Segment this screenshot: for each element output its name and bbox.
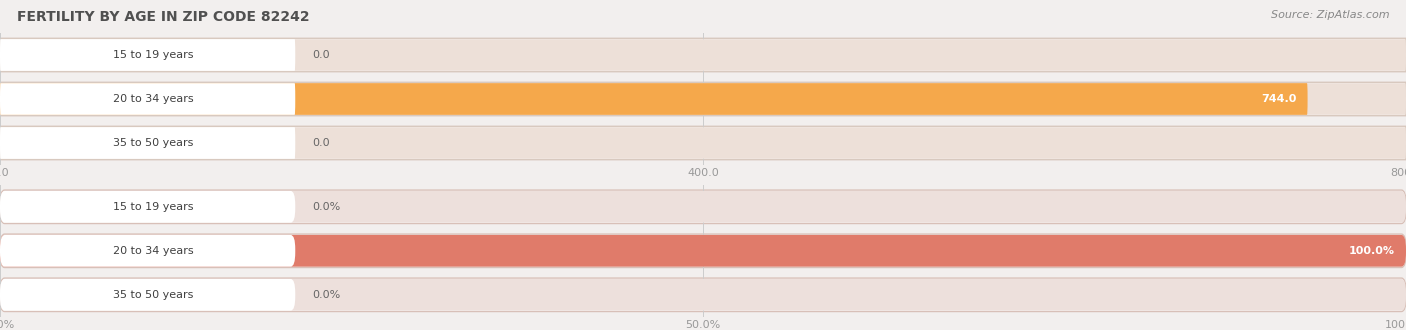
FancyBboxPatch shape — [0, 83, 1308, 115]
FancyBboxPatch shape — [0, 39, 295, 71]
FancyBboxPatch shape — [0, 127, 295, 159]
Text: FERTILITY BY AGE IN ZIP CODE 82242: FERTILITY BY AGE IN ZIP CODE 82242 — [17, 10, 309, 24]
FancyBboxPatch shape — [0, 83, 295, 115]
FancyBboxPatch shape — [0, 39, 1406, 71]
FancyBboxPatch shape — [0, 190, 1406, 223]
FancyBboxPatch shape — [0, 191, 1406, 223]
Text: 0.0%: 0.0% — [312, 290, 340, 300]
Text: 20 to 34 years: 20 to 34 years — [114, 246, 194, 256]
Text: 100.0%: 100.0% — [1348, 246, 1395, 256]
FancyBboxPatch shape — [0, 234, 1406, 268]
Text: 0.0: 0.0 — [312, 138, 330, 148]
Text: 15 to 19 years: 15 to 19 years — [114, 50, 194, 60]
FancyBboxPatch shape — [0, 38, 1406, 72]
FancyBboxPatch shape — [0, 235, 295, 267]
FancyBboxPatch shape — [0, 278, 1406, 312]
Text: 744.0: 744.0 — [1261, 94, 1296, 104]
FancyBboxPatch shape — [0, 127, 1406, 159]
FancyBboxPatch shape — [0, 126, 1406, 160]
Text: 0.0%: 0.0% — [312, 202, 340, 212]
Text: 35 to 50 years: 35 to 50 years — [114, 138, 194, 148]
FancyBboxPatch shape — [0, 83, 1406, 115]
FancyBboxPatch shape — [0, 82, 1406, 116]
Text: Source: ZipAtlas.com: Source: ZipAtlas.com — [1271, 10, 1389, 20]
Text: 35 to 50 years: 35 to 50 years — [114, 290, 194, 300]
FancyBboxPatch shape — [0, 235, 1406, 267]
FancyBboxPatch shape — [0, 279, 1406, 311]
FancyBboxPatch shape — [0, 279, 295, 311]
Text: 0.0: 0.0 — [312, 50, 330, 60]
Text: 20 to 34 years: 20 to 34 years — [114, 94, 194, 104]
Text: 15 to 19 years: 15 to 19 years — [114, 202, 194, 212]
FancyBboxPatch shape — [0, 191, 295, 223]
FancyBboxPatch shape — [0, 235, 1406, 267]
